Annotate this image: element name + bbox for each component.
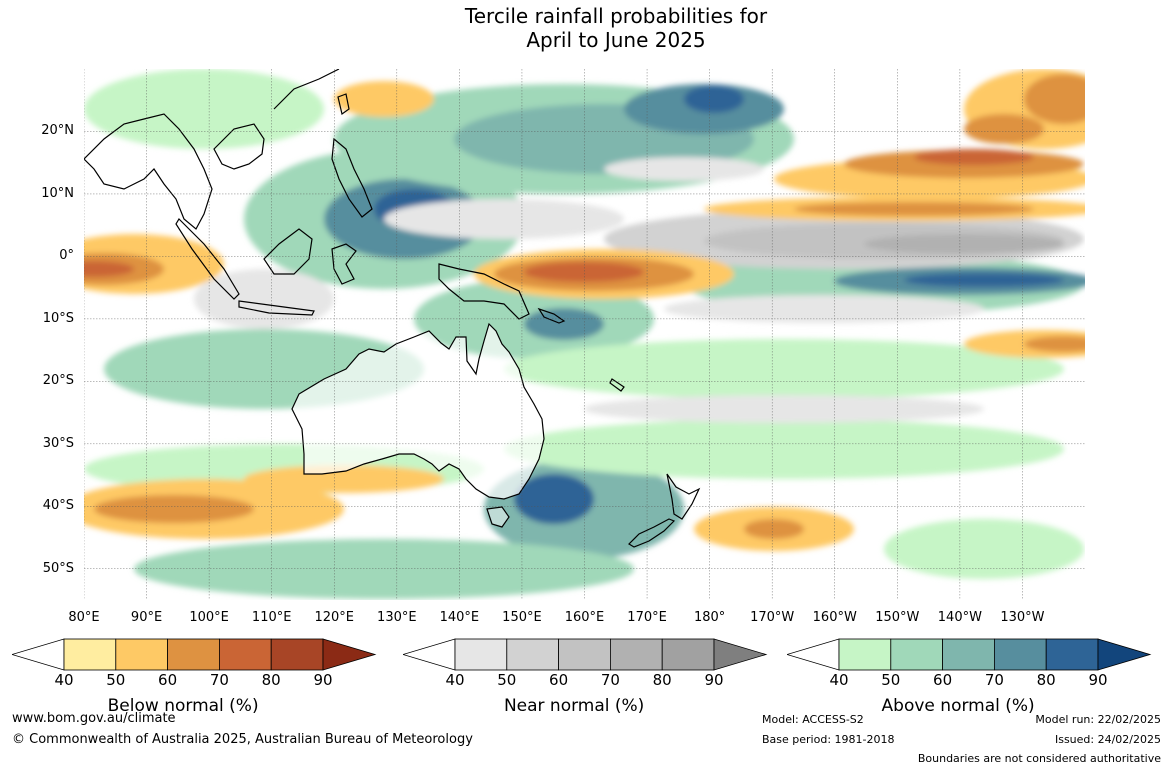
borneo-coastline xyxy=(263,228,313,275)
colorbar-high-extension xyxy=(1097,638,1152,671)
longitude-label: 170°E xyxy=(627,610,667,625)
latitude-label: 0° xyxy=(59,248,74,264)
map-canvas xyxy=(84,69,1085,600)
colorbar-low-extension xyxy=(12,638,65,671)
new-zealand-south-coastline xyxy=(628,518,676,548)
colorbar-segment xyxy=(115,638,169,671)
colorbar-segment xyxy=(942,638,995,671)
probability-map xyxy=(84,69,1085,600)
longitude-label: 160°E xyxy=(564,610,605,625)
colorbar-title: Above normal (%) xyxy=(881,696,1035,716)
colorbar-segment xyxy=(167,638,220,671)
colorbar-tick-label: 40 xyxy=(54,671,74,689)
colorbar-segment xyxy=(838,638,892,671)
model-run-date: Model run: 22/02/2025 xyxy=(1035,713,1161,726)
longitude-label: 150°W xyxy=(875,610,920,625)
new-zealand-north-coastline xyxy=(666,473,701,520)
sulawesi-coastline xyxy=(331,243,357,285)
colorbar-title: Below normal (%) xyxy=(107,696,259,716)
latitude-label: 10°N xyxy=(41,185,74,201)
colorbar-high-extension xyxy=(322,638,377,671)
colorbar-below xyxy=(12,638,377,671)
chart-title: Tercile rainfall probabilities for April… xyxy=(316,4,916,52)
title-line-1: Tercile rainfall probabilities for xyxy=(464,4,768,28)
solomon-islands-coastline xyxy=(537,307,566,324)
latitude-label: 10°S xyxy=(42,310,74,326)
grid-lines xyxy=(84,69,1085,600)
colorbar-segment xyxy=(1045,638,1099,671)
colorbar-tick-label: 80 xyxy=(261,671,281,689)
longitude-label: 170°W xyxy=(750,610,795,625)
base-period: Base period: 1981-2018 xyxy=(762,733,895,746)
colorbar-tick-label: 40 xyxy=(445,671,465,689)
below-normal-areas xyxy=(84,69,1085,551)
colorbar-tick-label: 90 xyxy=(313,671,333,689)
longitude-label: 180° xyxy=(693,610,726,625)
latitude-label: 20°S xyxy=(42,373,74,389)
colorbar-segment xyxy=(454,638,508,671)
java-coastline xyxy=(238,300,315,316)
colorbar-tick-label: 60 xyxy=(158,671,178,689)
longitude-label: 120°E xyxy=(314,610,355,625)
new-caledonia-coastline xyxy=(609,378,625,392)
longitude-label: 150°E xyxy=(502,610,542,625)
colorbar-segment xyxy=(63,638,117,671)
colorbar-segment xyxy=(609,638,663,671)
colorbar-high-extension xyxy=(713,638,768,671)
longitude-label: 160°W xyxy=(812,610,857,625)
colorbar-segment xyxy=(661,638,715,671)
colorbar-tick-label: 60 xyxy=(933,671,953,689)
colorbar-tick-label: 90 xyxy=(704,671,724,689)
issued-date: Issued: 24/02/2025 xyxy=(1054,733,1161,746)
colorbar-tick-label: 60 xyxy=(549,671,569,689)
colorbar-low-extension xyxy=(403,638,456,671)
longitude-label: 140°W xyxy=(937,610,982,625)
colorbar-segment xyxy=(890,638,944,671)
longitude-label: 140°E xyxy=(439,610,480,625)
colorbar-low-extension xyxy=(787,638,840,671)
longitude-label: 80°E xyxy=(68,610,100,625)
colorbar-tick-label: 70 xyxy=(984,671,1004,689)
model-name: Model: ACCESS-S2 xyxy=(762,713,864,726)
tasmania-coastline xyxy=(486,506,510,528)
latitude-label: 40°S xyxy=(42,498,74,514)
boundary-disclaimer: Boundaries are not considered authoritat… xyxy=(917,752,1161,765)
website-link[interactable]: www.bom.gov.au/climate xyxy=(12,711,176,726)
probability-field xyxy=(84,69,1085,599)
colorbar-title: Near normal (%) xyxy=(503,696,645,716)
mainland-asia-coastline xyxy=(84,69,340,230)
colorbar-near xyxy=(403,638,768,671)
latitude-label: 30°S xyxy=(42,435,74,451)
colorbar-segment xyxy=(558,638,611,671)
title-line-2: April to June 2025 xyxy=(526,28,706,52)
philippines-coastline xyxy=(331,137,373,218)
colorbar-tick-label: 70 xyxy=(600,671,620,689)
colorbar-tick-label: 70 xyxy=(209,671,229,689)
colorbar-tick-label: 50 xyxy=(106,671,126,689)
colorbar-tick-label: 40 xyxy=(829,671,849,689)
copyright-text: © Commonwealth of Australia 2025, Austra… xyxy=(12,732,473,747)
longitude-label: 100°E xyxy=(189,610,229,625)
colorbar-tick-label: 50 xyxy=(497,671,517,689)
longitude-label: 110°E xyxy=(251,610,292,625)
longitude-label: 130°E xyxy=(377,610,417,625)
colorbar-segment xyxy=(270,638,324,671)
longitude-label: 90°E xyxy=(130,610,163,625)
colorbar-tick-label: 80 xyxy=(1036,671,1056,689)
colorbar-segment xyxy=(506,638,560,671)
australia-coastline xyxy=(291,322,545,500)
coastlines xyxy=(84,69,701,548)
colorbar-tick-label: 50 xyxy=(881,671,901,689)
latitude-label: 50°S xyxy=(42,560,74,576)
taiwan-coastline xyxy=(337,93,350,116)
near-normal-areas xyxy=(194,157,1084,423)
colorbar-segment xyxy=(993,638,1047,671)
colorbar-tick-label: 80 xyxy=(652,671,672,689)
colorbar-above xyxy=(787,638,1152,671)
colorbar-segment xyxy=(218,638,272,671)
colorbar-tick-label: 90 xyxy=(1088,671,1108,689)
sumatra-coastline xyxy=(175,218,240,300)
latitude-label: 20°N xyxy=(41,123,74,139)
longitude-label: 130°W xyxy=(1000,610,1045,625)
